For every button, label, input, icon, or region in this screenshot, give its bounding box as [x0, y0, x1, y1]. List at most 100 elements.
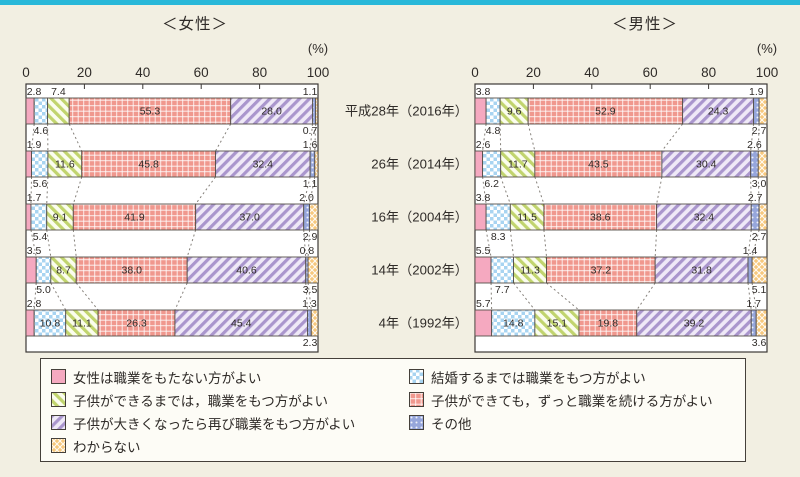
bar-segment [482, 150, 502, 178]
bar-segment [25, 97, 35, 125]
value-label: 4.8 [486, 125, 501, 137]
value-label: 8.7 [56, 265, 71, 277]
bar-segment [230, 97, 313, 125]
legend-swatch-rect [51, 369, 66, 384]
connector-line [174, 282, 188, 311]
bar-segment [174, 309, 308, 337]
bar-segment [81, 150, 216, 178]
bar-segment [474, 309, 493, 337]
value-label: 2.7 [752, 125, 767, 137]
connector-line [215, 123, 232, 152]
value-label: 1.7 [27, 192, 42, 204]
percent-unit-label-female: (%) [307, 41, 329, 56]
value-label: 11.6 [55, 159, 75, 171]
bar-segment [543, 203, 658, 231]
bar-segment [474, 97, 487, 125]
bar-segment [65, 309, 99, 337]
bar-segment [758, 97, 768, 125]
bar-row: 3.8 4.8 9.6 52.9 24.3 1.9 2.7 [474, 86, 768, 137]
value-label: 39.2 [684, 318, 705, 330]
value-label: 5.5 [476, 245, 491, 257]
value-label: 6.2 [484, 178, 499, 190]
value-label: 2.7 [752, 231, 767, 243]
bar-segment [509, 203, 545, 231]
value-label: 38.6 [590, 212, 611, 224]
value-label: 5.6 [33, 178, 48, 190]
bar-segment [750, 309, 757, 337]
bar-segment [47, 150, 83, 178]
bar-segment [33, 97, 49, 125]
bar-row: 1.7 5.4 9.1 41.9 37.0 2.0 2.9 [25, 192, 319, 243]
value-label: 11.5 [517, 212, 537, 224]
value-label: 3.0 [752, 178, 767, 190]
bar-segment [25, 203, 32, 231]
value-label: 7.4 [51, 86, 66, 98]
legend-swatch-1 [409, 369, 424, 384]
legend-label: その他 [431, 416, 472, 432]
value-label: 5.4 [33, 231, 48, 243]
value-label: 1.9 [749, 86, 764, 98]
connector-line [50, 282, 67, 311]
connector-line [195, 176, 216, 205]
value-label: 2.3 [303, 337, 318, 349]
panel-title-male: ＜男性＞ [611, 16, 678, 33]
bar-row: 5.7 14.8 15.1 19.8 39.2 1.7 3.6 [474, 298, 768, 349]
value-label: 8.3 [491, 231, 506, 243]
bar-segment [46, 203, 74, 231]
value-label: 4.6 [34, 125, 49, 137]
bar-segment [303, 203, 310, 231]
value-label: 3.6 [752, 337, 767, 349]
value-label: 11.7 [508, 159, 528, 171]
year-label: 平成28年（2016年） [345, 104, 468, 119]
value-label: 15.1 [547, 318, 568, 330]
value-label: 5.7 [476, 298, 491, 310]
dual-stacked-bar-chart: 0 20 40 60 80 100 2.8 4.6 7.4 55.3 28.0 1.1 0.7 1.9 5.… [22, 65, 778, 353]
value-label: 1.1 [303, 86, 318, 98]
value-label: 9.1 [53, 212, 68, 224]
bar-segment [750, 150, 759, 178]
bar-segment [75, 256, 188, 284]
bar-row: 2.8 4.6 7.4 55.3 28.0 1.1 0.7 [25, 86, 319, 137]
value-label: 10.8 [40, 318, 61, 330]
bar-segment [315, 97, 319, 125]
value-label: 0.7 [303, 125, 318, 137]
bar-segment [750, 203, 760, 231]
percent-unit-label-male: (%) [756, 41, 778, 56]
bar-segment [757, 150, 768, 178]
value-label: 38.0 [121, 265, 142, 277]
bar-segment [312, 97, 317, 125]
bar-segment [309, 150, 316, 178]
legend-item: わからない [51, 434, 355, 457]
legend-label: 子供ができても，ずっと職業を続ける方がよい [431, 393, 713, 409]
axis-tick-label: 60 [194, 65, 209, 80]
legend-label: 女性は職業をもたない方がよい [73, 370, 262, 386]
chart-legend: 女性は職業をもたない方がよい 子供ができるまでは，職業をもつ方がよい 子供が大きくな… [40, 358, 746, 462]
axis-tick-label: 80 [701, 65, 716, 80]
axis-tick-label: 20 [526, 65, 541, 80]
bar-segment [310, 309, 319, 337]
value-label: 0.8 [300, 245, 315, 257]
bar-segment [753, 97, 760, 125]
value-label: 1.1 [303, 178, 318, 190]
legend-swatch-rect [51, 392, 66, 407]
value-label: 11.3 [520, 265, 540, 277]
value-label: 32.4 [253, 159, 274, 171]
value-label: 26.3 [126, 318, 147, 330]
year-label: 26年（2014年） [371, 157, 468, 172]
value-label: 5.1 [752, 284, 767, 296]
legend-item: 女性は職業をもたない方がよい [51, 365, 355, 388]
bar-segment [499, 97, 529, 125]
axis-tick-label: 0 [471, 65, 479, 80]
legend-swatch-rect [409, 415, 424, 430]
bar-segment [72, 203, 197, 231]
legend-swatch-rect [51, 415, 66, 430]
legend-label: 結婚するまでは職業をもつ方がよい [431, 370, 646, 386]
axis-tick-label: 40 [584, 65, 599, 80]
bar-segment [68, 97, 232, 125]
legend-swatch-6 [51, 438, 66, 453]
bar-segment [33, 309, 67, 337]
value-label: 37.2 [591, 265, 612, 277]
legend-swatch-3 [409, 392, 424, 407]
year-label: 16年（2004年） [371, 210, 468, 225]
legend-label: わからない [73, 439, 141, 455]
